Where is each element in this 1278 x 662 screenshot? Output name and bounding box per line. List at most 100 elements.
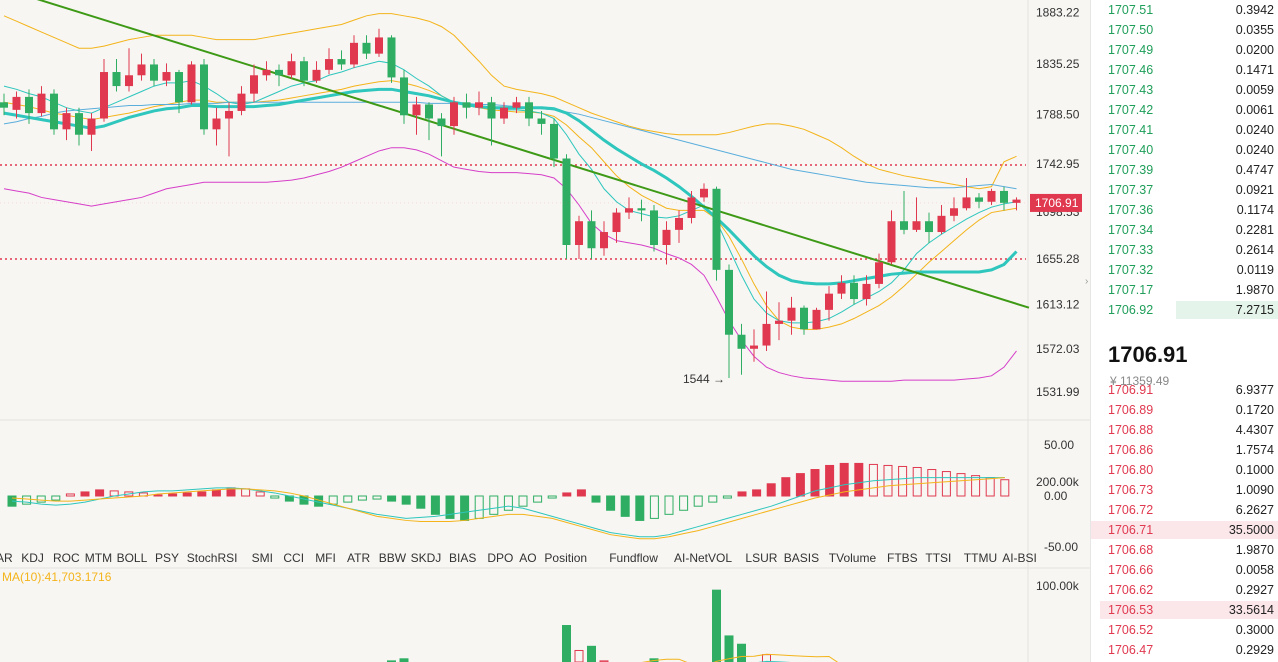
macd-tick-label: -50.00	[1044, 540, 1078, 554]
order-price: 1707.39	[1108, 163, 1154, 177]
ask-row[interactable]: 1706.91 6.9377	[1091, 380, 1278, 400]
ask-row[interactable]: 1706.62 0.2927	[1091, 580, 1278, 600]
indicator-tab[interactable]: BIAS	[449, 551, 476, 565]
order-amount: 0.1471	[1235, 63, 1274, 77]
ask-row[interactable]: 1706.88 4.4307	[1091, 420, 1278, 440]
indicator-tab[interactable]: Fundflow	[609, 551, 658, 565]
macd-histogram-bar	[591, 495, 601, 503]
macd-histogram-bar	[810, 469, 820, 497]
bid-row[interactable]: 1707.46 0.1471	[1091, 60, 1278, 80]
collapse-panel-icon[interactable]: ›	[1085, 276, 1089, 287]
bid-row[interactable]: 1707.49 0.0200	[1091, 40, 1278, 60]
candle	[712, 186, 721, 281]
candle	[500, 102, 508, 124]
ask-list: 1706.91 6.9377 1706.89 0.1720 1706.88 4.4307 1…	[1091, 380, 1278, 660]
indicator-tab[interactable]: MTM	[85, 551, 112, 565]
candle-body	[625, 208, 633, 213]
bid-row[interactable]: 1707.36 0.1174	[1091, 200, 1278, 220]
candle	[275, 64, 283, 87]
candle	[337, 50, 346, 70]
ask-row[interactable]: 1706.80 0.1000	[1091, 460, 1278, 480]
candle	[412, 96, 421, 135]
candle-body	[512, 102, 521, 108]
candle-body	[162, 72, 171, 81]
order-amount: 1.9870	[1235, 543, 1274, 557]
indicator-tab[interactable]: SMI	[252, 551, 273, 565]
candle-body	[187, 64, 196, 103]
indicator-tab[interactable]: BBW	[379, 551, 407, 565]
order-amount: 0.2281	[1235, 223, 1274, 237]
bid-row[interactable]: 1707.43 0.0059	[1091, 80, 1278, 100]
ask-row[interactable]: 1706.86 1.7574	[1091, 440, 1278, 460]
bid-row[interactable]: 1707.40 0.0240	[1091, 140, 1278, 160]
indicator-tab[interactable]: AO	[519, 551, 536, 565]
bid-row[interactable]: 1707.32 0.0119	[1091, 260, 1278, 280]
indicator-tab[interactable]: BOLL	[117, 551, 148, 565]
candlestick-chart[interactable]: 1883.221835.251788.501742.951698.531655.…	[0, 0, 1090, 662]
candle-body	[575, 221, 583, 245]
bid-row[interactable]: 1707.34 0.2281	[1091, 220, 1278, 240]
macd-histogram-bar	[153, 494, 163, 497]
candle-body	[50, 93, 58, 130]
ask-row[interactable]: 1706.72 6.2627	[1091, 500, 1278, 520]
candle-body	[225, 110, 233, 119]
indicator-tab[interactable]: LSUR	[745, 551, 777, 565]
indicator-tab[interactable]: SKDJ	[411, 551, 442, 565]
macd-histogram-bar	[460, 495, 470, 521]
candle	[350, 35, 358, 68]
ask-row[interactable]: 1706.52 0.3000	[1091, 620, 1278, 640]
candle	[787, 296, 796, 335]
candle-body	[687, 197, 696, 218]
indicator-tab[interactable]: ATR	[347, 551, 370, 565]
ask-row[interactable]: 1706.73 1.0090	[1091, 480, 1278, 500]
candle	[487, 96, 496, 146]
bid-row[interactable]: 1707.33 0.2614	[1091, 240, 1278, 260]
indicator-tab[interactable]: TVolume	[829, 551, 877, 565]
ask-row[interactable]: 1706.68 1.9870	[1091, 540, 1278, 560]
ask-row[interactable]: 1706.71 35.5000	[1091, 520, 1278, 540]
chart-area[interactable]: 1883.22 1835.25 1788.50 1742.95 1698.53 1655.…	[0, 0, 1090, 662]
order-amount: 0.0240	[1235, 143, 1274, 157]
indicator-tab[interactable]: BASIS	[784, 551, 819, 565]
candle-body	[250, 75, 258, 94]
indicator-tab[interactable]: MFI	[315, 551, 336, 565]
candle	[462, 93, 471, 119]
depth-bar	[1175, 301, 1278, 319]
order-price: 1706.66	[1108, 563, 1154, 577]
indicator-tab[interactable]: PSY	[155, 551, 179, 565]
indicator-tab[interactable]: FTBS	[887, 551, 918, 565]
ask-row[interactable]: 1706.53 33.5614	[1091, 600, 1278, 620]
order-amount: 6.9377	[1235, 383, 1274, 397]
indicator-tab[interactable]: TTSI	[925, 551, 951, 565]
ask-row[interactable]: 1706.47 0.2929	[1091, 640, 1278, 660]
indicator-tab[interactable]: DPO	[487, 551, 513, 565]
bid-row[interactable]: 1707.41 0.0240	[1091, 120, 1278, 140]
indicator-tab[interactable]: CCI	[283, 551, 304, 565]
bid-row[interactable]: 1706.92 7.2715	[1091, 300, 1278, 320]
candle	[800, 305, 808, 335]
indicator-tab[interactable]: ROC	[53, 551, 80, 565]
candle	[300, 56, 308, 87]
bid-row[interactable]: 1707.42 0.0061	[1091, 100, 1278, 120]
indicator-tab[interactable]: StochRSI	[187, 551, 238, 565]
bid-row[interactable]: 1707.51 0.3942	[1091, 0, 1278, 20]
candle	[550, 118, 558, 168]
indicator-tab[interactable]: AR	[0, 551, 13, 565]
indicator-tab[interactable]: Position	[544, 551, 587, 565]
candle	[387, 35, 396, 83]
bid-row[interactable]: 1707.37 0.0921	[1091, 180, 1278, 200]
indicator-tab[interactable]: AI-BSI	[1002, 551, 1037, 565]
ask-row[interactable]: 1706.89 0.1720	[1091, 400, 1278, 420]
candle	[937, 205, 946, 235]
bid-row[interactable]: 1707.50 0.0355	[1091, 20, 1278, 40]
bid-row[interactable]: 1707.39 0.4747	[1091, 160, 1278, 180]
indicator-tab[interactable]: AI-NetVOL	[674, 551, 732, 565]
ask-row[interactable]: 1706.66 0.0058	[1091, 560, 1278, 580]
indicator-tab[interactable]: TTMU	[964, 551, 997, 565]
candle-body	[887, 221, 896, 263]
order-price: 1706.80	[1108, 463, 1154, 477]
order-amount: 0.2929	[1235, 643, 1274, 657]
indicator-tab[interactable]: KDJ	[21, 551, 44, 565]
candle	[575, 215, 583, 260]
bid-row[interactable]: 1707.17 1.9870	[1091, 280, 1278, 300]
